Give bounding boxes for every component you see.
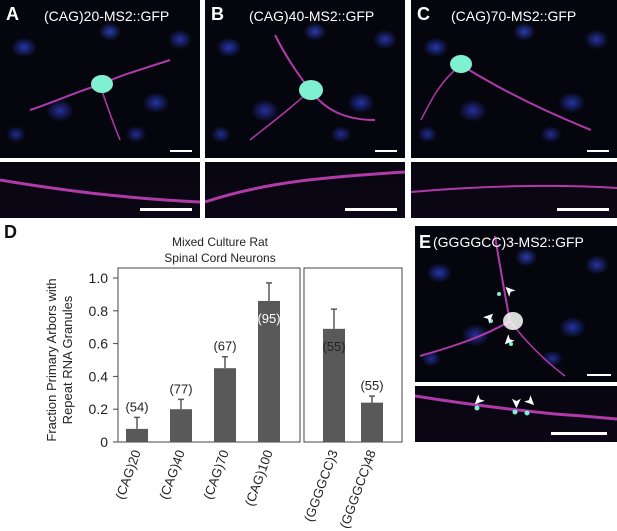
panel-b-scalebar (375, 150, 397, 152)
data-label: (77) (169, 381, 192, 396)
x-tick-label: (GGGGCC)3 (301, 448, 341, 524)
panel-c-zoom-scalebar (557, 208, 609, 211)
panel-d-chart: Mixed Culture Rat Spinal Cord Neurons Frac… (44, 235, 403, 531)
data-label: (55) (360, 378, 383, 393)
x-tick-label: (CAG)70 (200, 448, 232, 501)
bar (126, 428, 148, 442)
panel-c-title: (CAG)70-MS2::GFP (451, 8, 577, 24)
panel-b-image: B (CAG)40-MS2::GFP (205, 0, 405, 158)
y-tick-label: 0.8 (89, 303, 109, 319)
panel-c-zoom-neurite (411, 184, 617, 193)
panel-e-title: (GGGGCC)3-MS2::GFP (433, 234, 584, 250)
panel-b-zoom-neurite (205, 170, 405, 204)
data-label: (55) (322, 339, 345, 354)
y-tick-label: 0 (100, 434, 108, 450)
bar (258, 300, 280, 442)
panel-e-scalebar (587, 374, 611, 376)
panel-b-letter: B (211, 4, 224, 24)
panel-a-zoom-scalebar (140, 208, 192, 211)
bar (323, 328, 345, 442)
panel-c-neuron (420, 55, 592, 131)
panel-e-neuron (419, 235, 566, 377)
panel-e-zoom-neurite (415, 394, 617, 421)
data-label: (95) (257, 311, 280, 326)
bar (214, 368, 236, 442)
panel-b-neuron (249, 34, 376, 141)
data-label: (67) (213, 339, 236, 354)
panel-b-zoom (205, 162, 405, 218)
bar (361, 402, 383, 442)
panel-a-letter: A (6, 4, 19, 24)
panel-c-image: C (CAG)70-MS2::GFP (411, 0, 617, 158)
panel-e-zoom-scalebar (551, 432, 607, 435)
panel-c-zoom (411, 162, 617, 218)
x-tick-label: (GGGGCC)48 (337, 448, 379, 531)
bar (170, 409, 192, 442)
chart-title-line-1: Mixed Culture Rat (172, 235, 269, 249)
data-label: (54) (125, 399, 148, 414)
y-tick-label: 1.0 (89, 270, 109, 286)
y-tick-label: 0.4 (89, 368, 109, 384)
y-axis-label-line-2: Repeat RNA Granules (60, 295, 75, 424)
panel-c-scalebar (587, 150, 609, 152)
panel-e-zoom: ➤ ➤ ➤ (415, 386, 617, 442)
y-tick-label: 0.2 (89, 401, 109, 417)
y-axis-label-line-1: Fraction Primary Arbors with (44, 278, 59, 441)
panel-a-neuron (29, 59, 171, 141)
x-tick-label: (CAG)100 (242, 448, 276, 508)
x-tick-label: (CAG)40 (156, 448, 188, 501)
panel-b-title: (CAG)40-MS2::GFP (249, 8, 375, 24)
panel-e-letter: E (419, 232, 432, 252)
chart-title-line-2: Spinal Cord Neurons (164, 251, 275, 265)
panel-b-zoom-scalebar (345, 208, 397, 211)
panel-a-scalebar (170, 150, 192, 152)
y-tick-label: 0.6 (89, 336, 109, 352)
panel-a-image: A (CAG)20-MS2::GFP (0, 0, 200, 158)
panel-a-title: (CAG)20-MS2::GFP (44, 8, 170, 24)
x-tick-label: (CAG)20 (112, 448, 144, 501)
panel-c-letter: C (417, 4, 430, 24)
panel-a-zoom (0, 162, 200, 218)
panel-d-letter: D (4, 222, 17, 242)
chart-group-frame-2 (303, 267, 403, 443)
chart-group-frame-1 (117, 267, 301, 443)
panel-e-image: E (GGGGCC)3-MS2::GFP ➤ ➤ ➤ (415, 226, 617, 382)
panel-a-zoom-neurite (0, 178, 200, 204)
